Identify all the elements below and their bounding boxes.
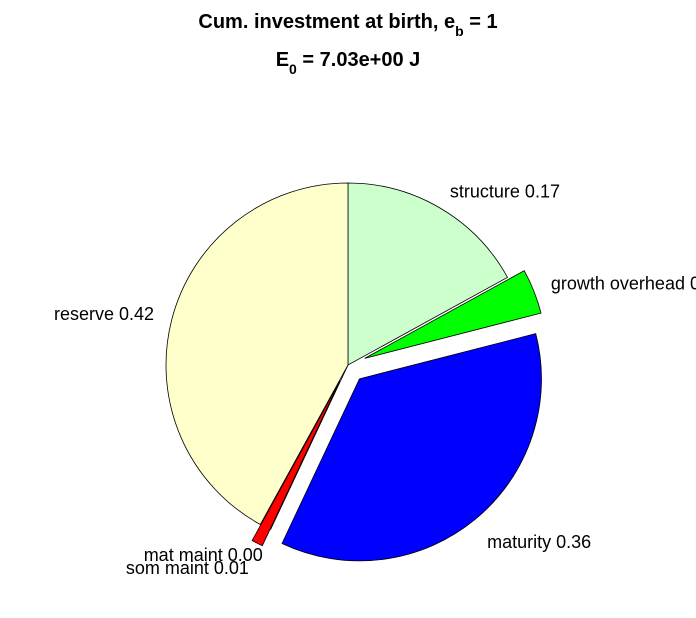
slice-label: som maint 0.01 <box>126 558 249 578</box>
slice-label: maturity 0.36 <box>487 532 591 552</box>
chart-subtitle: E0 = 7.03e+00 J <box>276 49 421 77</box>
pie-slice <box>347 182 509 366</box>
slice-label: growth overhead 0.04 <box>551 273 696 293</box>
title-sub: b <box>455 23 464 39</box>
title-text: Cum. investment at birth, e <box>198 11 455 33</box>
pie-slice <box>281 333 542 562</box>
subtitle-sub: 0 <box>289 61 297 77</box>
slice-label: mat maint 0.00 <box>144 545 263 565</box>
slice-label: reserve 0.42 <box>54 304 154 324</box>
slice-label: structure 0.17 <box>450 181 560 201</box>
subtitle-tail: = 7.03e+00 J <box>297 49 420 71</box>
title-tail: = 1 <box>464 11 498 33</box>
pie-slice <box>364 270 542 359</box>
chart-title: Cum. investment at birth, eb = 1 <box>198 11 497 39</box>
subtitle-text: E <box>276 49 289 71</box>
pie-slice <box>251 380 341 547</box>
pie-slice <box>165 182 349 526</box>
